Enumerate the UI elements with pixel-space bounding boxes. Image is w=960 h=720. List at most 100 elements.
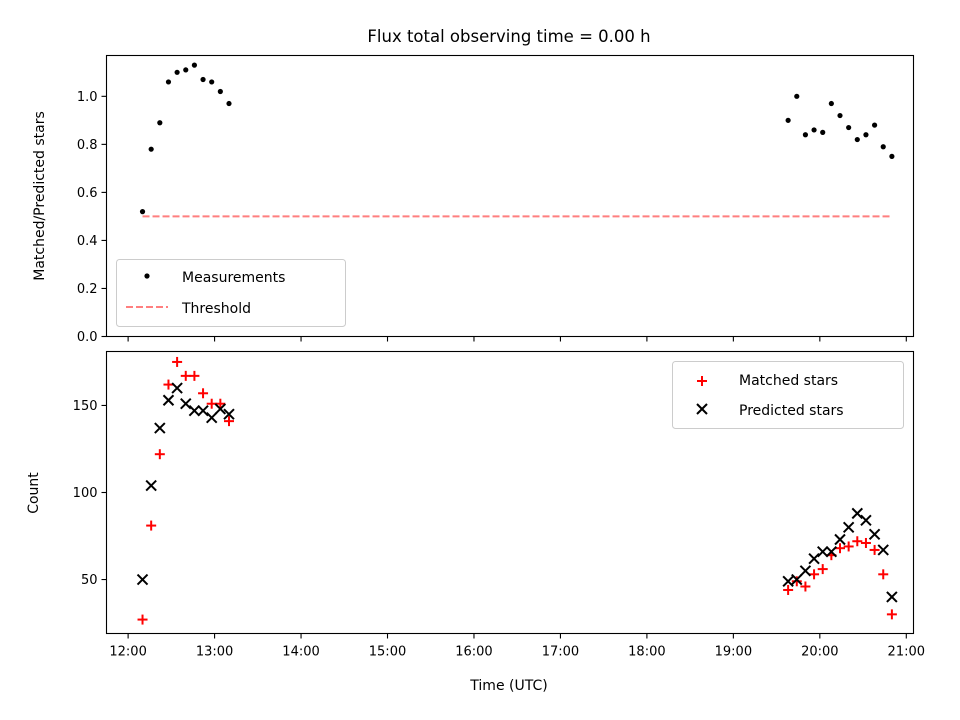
- top-y-tick-label: 0.6: [77, 186, 98, 201]
- x-tick-label: 15:00: [369, 645, 406, 660]
- measurements-point: [863, 132, 869, 138]
- top-legend: Measurements Threshold: [116, 259, 346, 327]
- top-y-axis-label: Matched/Predicted stars: [32, 111, 48, 281]
- x-tick-label: 20:00: [801, 645, 838, 660]
- x-tick-label: 13:00: [196, 645, 233, 660]
- x-tick-label: 14:00: [282, 645, 319, 660]
- measurements-point: [794, 93, 800, 99]
- matched-stars-point: [860, 537, 871, 548]
- matched-stars-point: [886, 609, 897, 620]
- measurements-point: [837, 112, 843, 119]
- measurements-point: [226, 100, 232, 107]
- matched-stars-point: [809, 569, 820, 580]
- bottom-legend-box: [672, 361, 904, 429]
- bottom-y-tick-label: 50: [81, 573, 98, 588]
- x-tick-label: 16:00: [455, 645, 492, 660]
- measurements-point: [785, 117, 791, 123]
- measurements-point: [191, 62, 198, 68]
- legend-label-predicted-stars: Predicted stars: [739, 403, 844, 419]
- predicted-stars-point: [205, 411, 218, 424]
- matched-stars-point: [137, 614, 148, 625]
- bottom-plot-area: [136, 356, 898, 625]
- bottom-y-axis-label: Count: [26, 472, 42, 514]
- legend-marker-matched-stars: [697, 376, 707, 386]
- x-axis-label: Time (UTC): [469, 678, 547, 694]
- predicted-stars-point: [214, 403, 227, 415]
- bottom-legend: Matched stars Predicted stars: [672, 361, 904, 429]
- predicted-stars-point: [180, 398, 192, 410]
- predicted-stars-point: [834, 533, 846, 546]
- top-plot-area: [139, 62, 895, 218]
- matched-stars-point: [146, 520, 157, 531]
- measurements-point: [802, 132, 809, 138]
- measurements-point: [880, 144, 886, 150]
- legend-marker-predicted-stars: [696, 403, 708, 415]
- predicted-stars-point: [851, 507, 864, 520]
- bottom-y-tick-label: 150: [73, 399, 98, 414]
- matched-stars-point: [800, 581, 811, 592]
- matched-stars-point: [154, 449, 165, 460]
- matched-stars-point: [215, 398, 226, 409]
- matched-stars-point: [791, 576, 802, 587]
- measurements-point: [165, 79, 172, 85]
- x-tick-label: 17:00: [542, 645, 579, 660]
- measurements-point: [174, 69, 180, 75]
- predicted-stars-point: [171, 382, 183, 394]
- measurements-point: [820, 129, 826, 135]
- predicted-stars-point: [782, 575, 794, 587]
- predicted-stars-point: [197, 404, 209, 417]
- predicted-stars-point: [154, 422, 166, 434]
- predicted-stars-point: [188, 404, 201, 417]
- top-axis-ticks: 0.0 0.2 0.4 0.6 0.8 1.0: [77, 90, 907, 345]
- legend-label-measurements: Measurements: [182, 270, 285, 286]
- measurements-point: [846, 124, 852, 131]
- predicted-stars-point: [886, 591, 898, 603]
- predicted-stars-point: [808, 552, 820, 565]
- top-y-tick-label: 0.8: [77, 138, 98, 153]
- measurements-point: [871, 122, 878, 128]
- matched-stars-point: [223, 416, 234, 427]
- x-tick-label: 18:00: [628, 645, 665, 660]
- matched-stars-point: [852, 536, 863, 547]
- predicted-stars-point: [223, 408, 235, 420]
- matched-stars-point: [206, 398, 217, 409]
- top-y-tick-label: 0.4: [77, 234, 98, 249]
- bottom-panel: Count Time (UTC) 12:00 13:00 14:00 15:00 16:…: [26, 350, 925, 694]
- predicted-stars-point: [860, 514, 872, 527]
- measurements-point: [828, 100, 834, 107]
- top-axes-frame: [105, 54, 915, 338]
- bottom-y-tick-label: 100: [73, 486, 98, 501]
- measurements-point: [209, 79, 215, 85]
- measurements-point: [183, 67, 189, 73]
- measurements-point: [889, 153, 895, 159]
- legend-marker-measurements: [144, 273, 150, 279]
- matched-stars-point: [180, 370, 191, 381]
- measurements-point: [148, 146, 154, 152]
- predicted-stars-point: [162, 394, 175, 406]
- matched-stars-point: [878, 569, 889, 580]
- predicted-stars-point: [825, 545, 838, 558]
- predicted-stars-point: [817, 545, 829, 558]
- matched-stars-point: [783, 584, 794, 595]
- predicted-stars-point: [136, 573, 149, 586]
- x-tick-label: 12:00: [109, 645, 146, 660]
- predicted-stars-point: [145, 479, 157, 492]
- x-tick-label: 21:00: [888, 645, 925, 660]
- top-y-tick-label: 0.0: [77, 330, 98, 345]
- matched-stars-point: [835, 543, 846, 554]
- measurements-point: [200, 76, 206, 83]
- top-panel: Flux total observing time = 0.00 h Match…: [32, 27, 915, 345]
- measurements-point: [854, 136, 860, 143]
- bottom-axis-ticks: 12:00 13:00 14:00 15:00 16:00 17:00 18:00 19:00…: [73, 399, 925, 660]
- predicted-stars-point: [877, 544, 889, 556]
- matched-stars-point: [817, 564, 828, 575]
- predicted-stars-point: [791, 573, 803, 586]
- predicted-stars-point: [799, 565, 812, 577]
- legend-label-matched-stars: Matched stars: [739, 373, 838, 389]
- chart-title: Flux total observing time = 0.00 h: [367, 27, 650, 46]
- legend-label-threshold: Threshold: [181, 301, 251, 317]
- top-y-tick-label: 0.2: [77, 282, 98, 297]
- top-y-tick-label: 1.0: [77, 90, 98, 105]
